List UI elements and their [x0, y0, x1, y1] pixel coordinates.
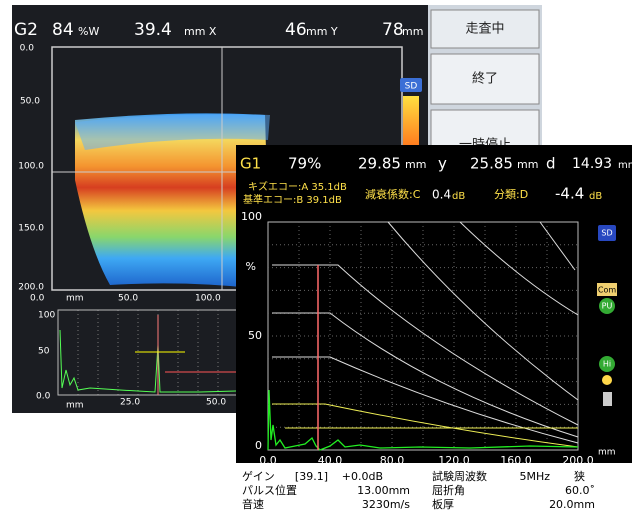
y-label: 100.0 [18, 162, 44, 172]
unit: dB [589, 191, 602, 202]
info-text: 試験周波数 [432, 469, 487, 483]
amplitude: 79% [288, 155, 321, 173]
y-label: 200.0 [18, 283, 44, 293]
attenuation-value: 0.4 [432, 188, 451, 202]
class-value: -4.4 [555, 185, 584, 203]
unit: %W [78, 25, 99, 38]
info-text: [39.1] [295, 470, 328, 483]
attenuation-label: 減衰係数:C [365, 187, 421, 201]
badge: SD [405, 82, 418, 92]
info-text: +0.0dB [342, 470, 383, 483]
ascan-y-label: 50 [38, 347, 50, 357]
info-text: 屈折角 [432, 483, 465, 497]
unit: dB [452, 191, 465, 202]
unit: mm [402, 25, 423, 38]
x-value: 39.4 [134, 20, 172, 40]
info-text: 3230m/s [362, 498, 410, 511]
info-text: パルス位置 [242, 483, 297, 497]
gate: G2 [14, 20, 38, 40]
gate: G1 [240, 155, 261, 173]
icon: SD [601, 229, 612, 238]
y-label: 50.0 [20, 97, 40, 107]
y-label: 100 [241, 210, 262, 223]
y-value: 46 [285, 20, 307, 40]
y-label: 0.0 [20, 44, 35, 54]
x-label: 0.0 [30, 294, 45, 304]
echo-b: 基準エコー:B 39.1dB [243, 193, 342, 206]
x-label: 160.0 [500, 454, 532, 467]
d-label: d [546, 155, 556, 173]
unit: mm Y [306, 25, 338, 38]
ascan-x-label: 50.0 [206, 398, 226, 408]
unit: mm [517, 158, 538, 171]
menu-button[interactable]: 走査中 [465, 22, 504, 37]
info-text: 60.0˚ [565, 484, 595, 497]
x-label: 0.0 [259, 454, 277, 467]
icon: Com [598, 286, 616, 295]
info-text: 狭 [574, 470, 585, 483]
x-label: 120.0 [438, 454, 470, 467]
info-text: 板厚 [432, 497, 454, 511]
y-label: % [246, 260, 256, 273]
menu-button[interactable]: 終了 [472, 71, 498, 87]
y-label: 0 [255, 439, 262, 452]
x-label: 100.0 [195, 294, 221, 304]
d-value: 78 [382, 20, 404, 40]
ascan-y-label: 100 [38, 311, 55, 321]
unit: mm [618, 160, 632, 171]
info-text: 13.00mm [357, 484, 410, 497]
unit: mm [405, 158, 426, 171]
unit: mm X [184, 25, 217, 38]
y-label: y [438, 155, 447, 173]
y-label: 50 [248, 329, 262, 342]
x-label: mm [66, 294, 84, 304]
icon: PU [602, 302, 613, 311]
ascan-x-label: mm [66, 401, 84, 411]
x-label: 40.0 [318, 454, 343, 467]
info-text: 20.0mm [549, 498, 595, 511]
w-value: 29.85 [358, 155, 401, 173]
icon: Hi [603, 360, 611, 369]
x-label: 50.0 [118, 294, 138, 304]
x-label: 200.0 [562, 454, 594, 467]
screenshot: G2 84 %W 39.4 mm X 46 mm Y 78 mm SD 0.0 … [0, 0, 632, 513]
info-text: ゲイン [242, 470, 275, 483]
y-value: 25.85 [470, 155, 513, 173]
x-label: 80.0 [380, 454, 405, 467]
ascan-x-label: 25.0 [120, 398, 140, 408]
class-label: 分類:D [494, 188, 528, 201]
front-screen: G1 79% 29.85 mm y 25.85 mm d 14.93 mm キズ… [236, 145, 632, 513]
y-label: 150.0 [18, 224, 44, 234]
info-text: 5MHz [519, 470, 550, 483]
d-value: 14.93 [572, 156, 612, 172]
x-unit: mm [598, 448, 616, 458]
ascan-y-label: 0.0 [36, 392, 51, 402]
amplitude: 84 [52, 20, 74, 40]
info-text: 音速 [242, 497, 264, 511]
echo-a: キズエコー:A 35.1dB [248, 180, 347, 193]
